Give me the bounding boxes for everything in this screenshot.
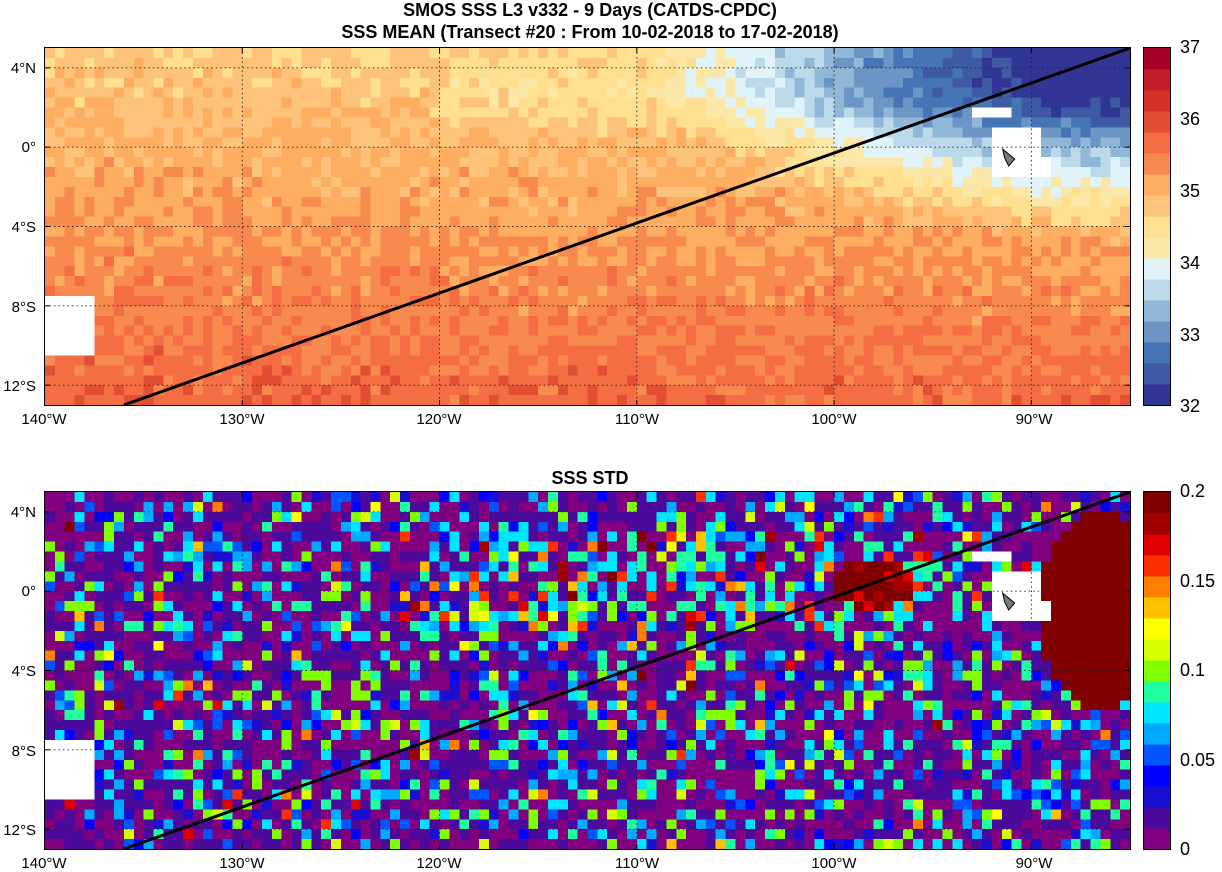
mean-xtick-110w: 110°W [615, 412, 659, 427]
mean-cbar-tick-33: 33 [1180, 326, 1200, 344]
sss-mean-overlay [45, 48, 1130, 405]
colorbar-swatch [1144, 279, 1170, 300]
mean-xtick-100w: 100°W [811, 412, 856, 427]
mean-cbar-tick-37: 37 [1180, 38, 1200, 56]
colorbar-swatch [1144, 132, 1170, 153]
mean-ytick-8s: 8°S [12, 300, 36, 315]
colorbar-swatch [1144, 342, 1170, 363]
std-panel-title: SSS STD [0, 468, 1180, 489]
colorbar-swatch [1144, 174, 1170, 195]
colorbar-swatch [1144, 195, 1170, 216]
mean-cbar-tick-32: 32 [1180, 397, 1200, 415]
figure-title-line1: SMOS SSS L3 v332 - 9 Days (CATDS-CPDC) [0, 0, 1180, 21]
colorbar-swatch [1144, 90, 1170, 111]
colorbar-swatch [1144, 384, 1170, 405]
mean-xtick-140w: 140°W [21, 412, 66, 427]
colorbar-swatch [1144, 237, 1170, 258]
mean-cbar-tick-35: 35 [1180, 182, 1200, 200]
sss-mean-colorbar [1143, 47, 1171, 406]
colorbar-swatch [1144, 363, 1170, 384]
mean-cbar-tick-36: 36 [1180, 110, 1200, 128]
mean-cbar-tick-34: 34 [1180, 254, 1200, 272]
colorbar-swatch [1144, 258, 1170, 279]
colorbar-swatch [1144, 69, 1170, 90]
mean-ytick-12s: 12°S [3, 379, 36, 394]
figure-title-line2: SSS MEAN (Transect #20 : From 10-02-2018… [0, 22, 1180, 43]
colorbar-swatch [1144, 111, 1170, 132]
colorbar-swatch [1144, 216, 1170, 237]
mean-xtick-130w: 130°W [219, 412, 264, 427]
sss-std-map[interactable] [44, 491, 1131, 850]
colorbar-swatch [1144, 153, 1170, 174]
colorbar-swatch [1144, 300, 1170, 321]
mean-ytick-0: 0° [22, 140, 36, 155]
land-marker [1003, 149, 1015, 166]
sss-mean-map[interactable] [44, 47, 1131, 406]
mean-xtick-90w: 90°W [1016, 412, 1053, 427]
colorbar-swatch [1144, 48, 1170, 69]
mean-xtick-120w: 120°W [416, 412, 461, 427]
colorbar-swatch [1144, 321, 1170, 342]
mean-ytick-4s: 4°S [12, 220, 36, 235]
mean-ytick-4n: 4°N [11, 61, 36, 76]
